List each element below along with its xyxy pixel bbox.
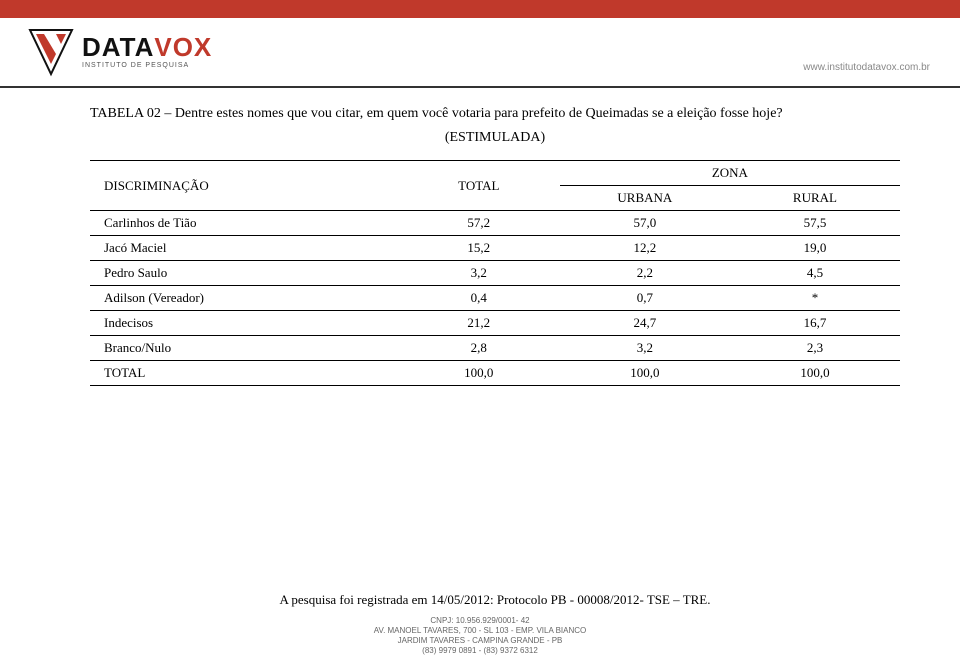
row-label: Branco/Nulo <box>90 336 398 361</box>
row-label: Carlinhos de Tião <box>90 211 398 236</box>
table-row: Adilson (Vereador)0,40,7* <box>90 286 900 311</box>
col-rural: RURAL <box>730 186 900 211</box>
page-header: DATAVOX INSTITUTO DE PESQUISA www.instit… <box>0 18 960 88</box>
col-total: TOTAL <box>398 161 560 211</box>
row-total: 3,2 <box>398 261 560 286</box>
row-label: Indecisos <box>90 311 398 336</box>
table-row: Carlinhos de Tião57,257,057,5 <box>90 211 900 236</box>
total-urbana: 100,0 <box>560 361 730 386</box>
row-total: 57,2 <box>398 211 560 236</box>
col-zona: ZONA <box>560 161 900 186</box>
row-urbana: 3,2 <box>560 336 730 361</box>
brand-name: DATAVOX <box>82 34 212 60</box>
table-row: Pedro Saulo3,22,24,5 <box>90 261 900 286</box>
row-rural: * <box>730 286 900 311</box>
table-row: Indecisos21,224,716,7 <box>90 311 900 336</box>
footer-line-2: AV. MANOEL TAVARES, 700 - SL 103 - EMP. … <box>0 626 960 636</box>
content-area: TABELA 02 – Dentre estes nomes que vou c… <box>90 106 900 386</box>
row-rural: 16,7 <box>730 311 900 336</box>
total-rural: 100,0 <box>730 361 900 386</box>
row-total: 2,8 <box>398 336 560 361</box>
logo-text: DATAVOX INSTITUTO DE PESQUISA <box>82 34 212 69</box>
logo-mark-icon <box>24 24 78 78</box>
row-urbana: 2,2 <box>560 261 730 286</box>
footer-address: CNPJ: 10.956.929/0001- 42 AV. MANOEL TAV… <box>0 616 960 656</box>
row-total: 15,2 <box>398 236 560 261</box>
brand-red: VOX <box>154 34 212 60</box>
brand-black: DATA <box>82 34 154 60</box>
logo: DATAVOX INSTITUTO DE PESQUISA <box>24 24 212 78</box>
row-rural: 19,0 <box>730 236 900 261</box>
total-total: 100,0 <box>398 361 560 386</box>
footnote: A pesquisa foi registrada em 14/05/2012:… <box>90 592 900 608</box>
row-total: 0,4 <box>398 286 560 311</box>
header-url: www.institutodatavox.com.br <box>803 62 930 73</box>
row-label: Adilson (Vereador) <box>90 286 398 311</box>
total-label: TOTAL <box>90 361 398 386</box>
table-total-row: TOTAL100,0100,0100,0 <box>90 361 900 386</box>
footer-line-1: CNPJ: 10.956.929/0001- 42 <box>0 616 960 626</box>
row-label: Pedro Saulo <box>90 261 398 286</box>
table-header-row-1: DISCRIMINAÇÃO TOTAL ZONA <box>90 161 900 186</box>
row-urbana: 57,0 <box>560 211 730 236</box>
row-urbana: 0,7 <box>560 286 730 311</box>
brand-tagline: INSTITUTO DE PESQUISA <box>82 62 212 69</box>
footer-line-4: (83) 9979 0891 - (83) 9372 6312 <box>0 646 960 656</box>
data-table: DISCRIMINAÇÃO TOTAL ZONA URBANA RURAL Ca… <box>90 160 900 386</box>
footer-line-3: JARDIM TAVARES - CAMPINA GRANDE - PB <box>0 636 960 646</box>
row-urbana: 24,7 <box>560 311 730 336</box>
row-rural: 57,5 <box>730 211 900 236</box>
col-urbana: URBANA <box>560 186 730 211</box>
table-row: Jacó Maciel15,212,219,0 <box>90 236 900 261</box>
row-rural: 2,3 <box>730 336 900 361</box>
table-subtitle: (ESTIMULADA) <box>90 130 900 146</box>
row-label: Jacó Maciel <box>90 236 398 261</box>
top-accent-bar <box>0 0 960 18</box>
col-disc: DISCRIMINAÇÃO <box>90 161 398 211</box>
row-total: 21,2 <box>398 311 560 336</box>
table-row: Branco/Nulo2,83,22,3 <box>90 336 900 361</box>
row-urbana: 12,2 <box>560 236 730 261</box>
table-title: TABELA 02 – Dentre estes nomes que vou c… <box>90 106 900 122</box>
row-rural: 4,5 <box>730 261 900 286</box>
